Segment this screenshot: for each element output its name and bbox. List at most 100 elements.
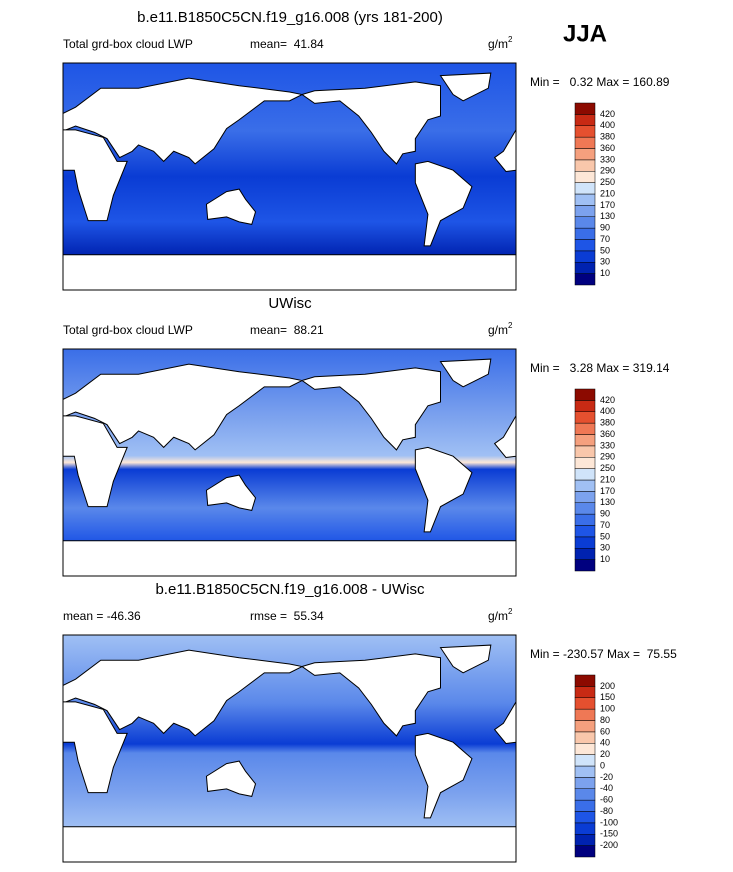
panel-title: b.e11.B1850C5CN.f19_g16.008 (yrs 181-200… [137, 9, 443, 26]
center-label: mean= 41.84 [250, 37, 324, 51]
colorbar-label: 250 [600, 463, 615, 473]
colorbar-label: 360 [600, 143, 615, 153]
colorbar-label: 30 [600, 257, 610, 267]
colorbar-label: 0 [600, 760, 605, 770]
range-label: Min = 3.28 Max = 319.14 [530, 361, 670, 375]
colorbar-label: 250 [600, 177, 615, 187]
colorbar-label: 10 [600, 268, 610, 278]
colorbar-label: 400 [600, 406, 615, 416]
colorbar-label: -60 [600, 795, 613, 805]
colorbar-label: -40 [600, 783, 613, 793]
colorbar-label: 10 [600, 554, 610, 564]
colorbar-box [574, 731, 596, 744]
colorbar-label: 90 [600, 223, 610, 233]
left-label: Total grd-box cloud LWP [63, 37, 193, 51]
colorbar-label: 360 [600, 429, 615, 439]
map-frame [62, 634, 517, 863]
colorbar-box [574, 536, 596, 549]
colorbar-box [574, 250, 596, 263]
panel-title: b.e11.B1850C5CN.f19_g16.008 - UWisc [155, 581, 425, 598]
colorbar-label: -200 [600, 840, 618, 850]
colorbar-box [574, 513, 596, 526]
range-label: Min = 0.32 Max = 160.89 [530, 75, 670, 89]
colorbar-label: 170 [600, 486, 615, 496]
colorbar-label: 290 [600, 452, 615, 462]
colorbar-label: -20 [600, 772, 613, 782]
colorbar-label: 30 [600, 543, 610, 553]
center-label: rmse = 55.34 [250, 609, 324, 623]
units-label: g/m2 [488, 607, 513, 623]
colorbar-box [574, 422, 596, 435]
colorbar-label: 150 [600, 692, 615, 702]
colorbar-box [574, 502, 596, 515]
colorbar-box [574, 273, 596, 286]
units-base: g/m [488, 323, 508, 337]
colorbar-box [574, 754, 596, 767]
left-label: mean = -46.36 [63, 609, 141, 623]
colorbar-box [574, 491, 596, 503]
colorbar-box [574, 400, 596, 412]
colorbar-label: 70 [600, 520, 610, 530]
colorbar-box [574, 216, 596, 229]
colorbar-box [574, 525, 596, 538]
colorbar-label: -150 [600, 829, 618, 839]
colorbar-label: 380 [600, 132, 615, 142]
colorbar-box [574, 777, 596, 789]
colorbar-box [574, 697, 596, 710]
colorbar-label: 130 [600, 497, 615, 507]
colorbar-box [574, 708, 596, 721]
colorbar-box [574, 148, 596, 161]
colorbar-box [574, 686, 596, 698]
map-frame [62, 62, 517, 291]
map-frame [62, 348, 517, 577]
range-label: Min = -230.57 Max = 75.55 [530, 647, 677, 661]
colorbar-label: 90 [600, 509, 610, 519]
colorbar-box [574, 125, 596, 138]
colorbar-label: -80 [600, 806, 613, 816]
colorbar-box [574, 765, 596, 778]
colorbar-box [574, 799, 596, 812]
colorbar-box [574, 136, 596, 149]
units-label: g/m2 [488, 35, 513, 51]
colorbar-box [574, 182, 596, 195]
colorbar-box [574, 239, 596, 252]
colorbar-label: 60 [600, 726, 610, 736]
colorbar-box [574, 227, 596, 240]
units-label: g/m2 [488, 321, 513, 337]
colorbar-label: 40 [600, 738, 610, 748]
colorbar-label: 380 [600, 418, 615, 428]
colorbar-box [574, 205, 596, 217]
colorbar-box [574, 114, 596, 126]
colorbar-box [574, 743, 596, 755]
units-sup: 2 [508, 35, 513, 44]
colorbar-label: 330 [600, 154, 615, 164]
colorbar-box [574, 811, 596, 824]
colorbar-label: 170 [600, 200, 615, 210]
colorbar-box [574, 434, 596, 447]
units-sup: 2 [508, 321, 513, 330]
colorbar-box [574, 388, 596, 401]
units-sup: 2 [508, 607, 513, 616]
colorbar-box [574, 102, 596, 115]
colorbar-label: 400 [600, 120, 615, 130]
colorbar-box [574, 548, 596, 560]
colorbar-box [574, 674, 596, 687]
colorbar-box [574, 457, 596, 469]
colorbar-label: 50 [600, 245, 610, 255]
colorbar-label: -100 [600, 817, 618, 827]
colorbar-box [574, 822, 596, 835]
colorbar-box [574, 159, 596, 172]
left-label: Total grd-box cloud LWP [63, 323, 193, 337]
colorbar-label: 210 [600, 188, 615, 198]
colorbar-label: 130 [600, 211, 615, 221]
colorbar-label: 290 [600, 166, 615, 176]
colorbar-box [574, 845, 596, 858]
colorbar-box [574, 559, 596, 572]
colorbar-label: 20 [600, 749, 610, 759]
colorbar-label: 420 [600, 109, 615, 119]
colorbar-box [574, 834, 596, 846]
colorbar-label: 330 [600, 440, 615, 450]
colorbar-box [574, 788, 596, 801]
